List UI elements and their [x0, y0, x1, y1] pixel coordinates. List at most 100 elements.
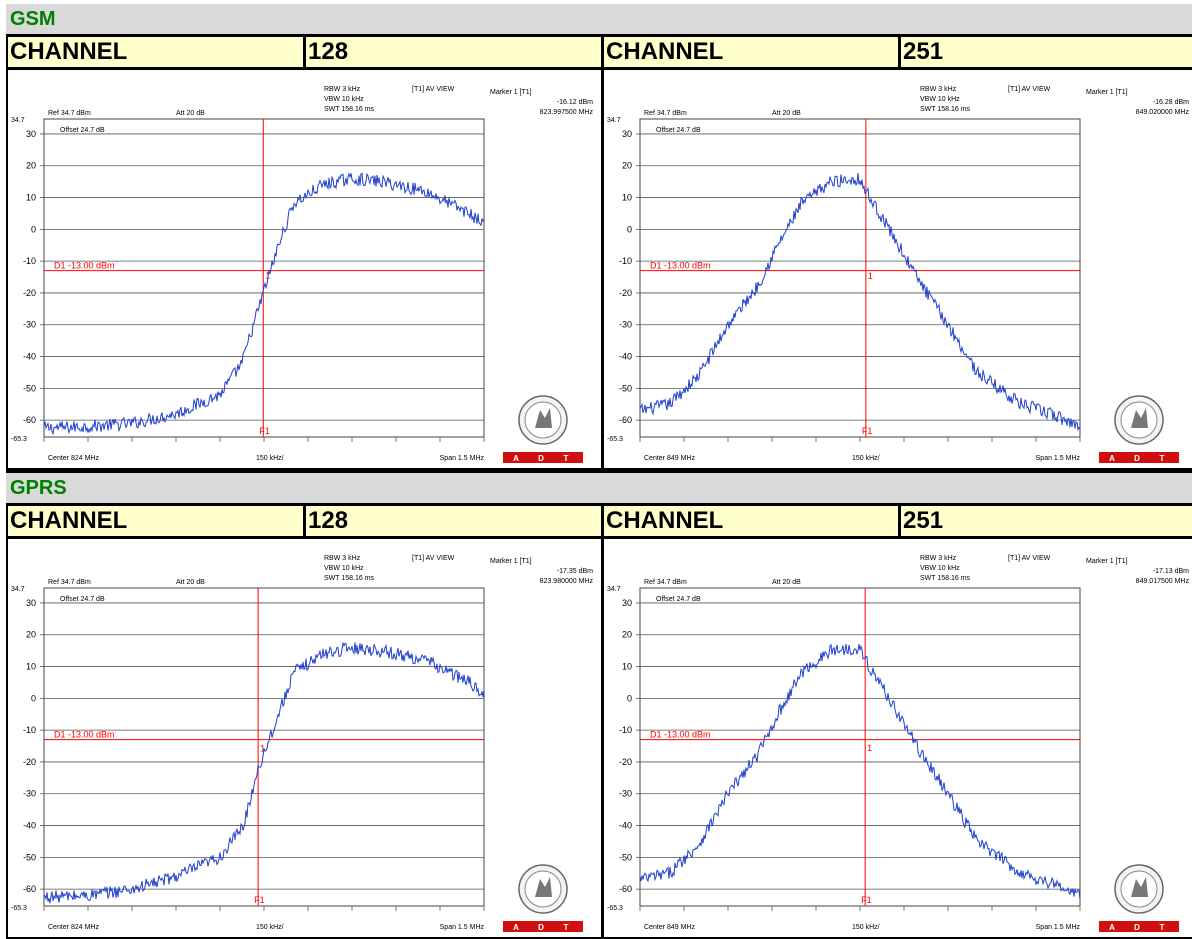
plot-frame [639, 587, 1081, 907]
marker-freq: 823.997500 MHz [540, 109, 594, 116]
adt-letter: T [564, 923, 569, 932]
span-label: Span 1.5 MHz [440, 924, 485, 931]
swt-label: SWT 158.16 ms [324, 106, 375, 113]
trace-line [43, 172, 485, 436]
section-title-gprs: GPRS [6, 473, 1192, 503]
channel-label-left: CHANNEL [8, 506, 303, 536]
ytick-label: 0 [627, 224, 632, 234]
seal-figure-icon [535, 408, 552, 428]
ytick-label: 10 [622, 193, 632, 203]
threshold-label: D1 -13.00 dBm [650, 261, 711, 271]
ytick-label: 30 [622, 598, 632, 608]
adt-letter: D [1134, 454, 1140, 463]
adt-badge [1099, 452, 1179, 463]
span-label: Span 1.5 MHz [1036, 455, 1081, 462]
ytick-label: -10 [23, 256, 36, 266]
ytick-label: 20 [622, 630, 632, 640]
threshold-label: D1 -13.00 dBm [54, 730, 115, 740]
adt-letter: D [1134, 923, 1140, 932]
channel-value-right: 251 [901, 506, 1192, 536]
ytick-label: -60 [23, 415, 36, 425]
rbw-label: RBW 3 kHz [324, 555, 361, 562]
adt-letter: D [538, 923, 544, 932]
section-title-gsm: GSM [6, 4, 1192, 34]
marker-freq: 823.980000 MHz [540, 578, 594, 585]
channel-value-left: 128 [306, 37, 601, 67]
adt-letter: A [1109, 923, 1115, 932]
ytick-label: -30 [23, 320, 36, 330]
ytick-label: -50 [619, 383, 632, 393]
vbw-label: VBW 10 kHz [920, 565, 960, 572]
adt-badge [503, 921, 583, 932]
div-label: 150 kHz/ [852, 455, 880, 462]
ytick-label: -20 [619, 288, 632, 298]
adt-badge [503, 452, 583, 463]
span-label: Span 1.5 MHz [1036, 924, 1081, 931]
bottom-value: -65.3 [11, 436, 27, 443]
center-label: Center 849 MHz [644, 455, 695, 462]
ref-label: Ref 34.7 dBm [644, 579, 687, 586]
marker-level: -16.12 dBm [557, 99, 593, 106]
rbw-label: RBW 3 kHz [324, 86, 361, 93]
plot-frame [639, 118, 1081, 438]
marker-title: Marker 1 [T1] [490, 89, 532, 96]
marker-freq: 849.017500 MHz [1136, 578, 1190, 585]
view-label: [T1] AV VIEW [412, 555, 455, 562]
spectrum-svg: RBW 3 kHz VBW 10 kHz SWT 158.16 ms [T1] AV … [607, 555, 1190, 932]
plot-gsm-128: RBW 3 kHz VBW 10 kHz SWT 158.16 ms [T1] AV … [8, 70, 601, 468]
bottom-value: -65.3 [607, 436, 623, 443]
plot-frame [43, 118, 485, 438]
ytick-label: 20 [622, 161, 632, 171]
ytick-label: -50 [23, 852, 36, 862]
att-label: Att 20 dB [772, 110, 801, 117]
spectrum-svg: RBW 3 kHz VBW 10 kHz SWT 158.16 ms [T1] AV … [607, 86, 1190, 463]
adt-letter: A [513, 923, 519, 932]
swt-label: SWT 158.16 ms [920, 575, 971, 582]
marker-title: Marker 1 [T1] [490, 558, 532, 565]
ytick-label: -30 [619, 320, 632, 330]
ytick-label: -40 [619, 821, 632, 831]
ytick-label: -30 [23, 789, 36, 799]
att-label: Att 20 dB [176, 579, 205, 586]
f1-label: F1 [254, 895, 265, 905]
ytick-label: -40 [23, 352, 36, 362]
adt-letter: T [1160, 923, 1165, 932]
channel-value-left: 128 [306, 506, 601, 536]
adt-letter: T [1160, 454, 1165, 463]
vbw-label: VBW 10 kHz [324, 565, 364, 572]
ytick-label: -50 [23, 383, 36, 393]
ytick-label: 20 [26, 630, 36, 640]
f1-label: F1 [862, 426, 873, 436]
plot-gprs-251: RBW 3 kHz VBW 10 kHz SWT 158.16 ms [T1] AV … [604, 539, 1192, 937]
rbw-label: RBW 3 kHz [920, 555, 957, 562]
threshold-label: D1 -13.00 dBm [54, 261, 115, 271]
span-label: Span 1.5 MHz [440, 455, 485, 462]
threshold-label: D1 -13.00 dBm [650, 730, 711, 740]
spectrum-svg: RBW 3 kHz VBW 10 kHz SWT 158.16 ms [T1] AV … [11, 86, 594, 463]
trace-line [639, 643, 1081, 900]
top-value: 34.7 [607, 117, 621, 124]
center-label: Center 824 MHz [48, 455, 99, 462]
offset-label: Offset 24.7 dB [656, 596, 701, 603]
f1-label: F1 [861, 895, 872, 905]
marker-freq: 849.020000 MHz [1136, 109, 1190, 116]
ytick-label: -10 [619, 725, 632, 735]
marker-number: 1 [260, 744, 265, 754]
ytick-label: -20 [619, 757, 632, 767]
ytick-label: -60 [619, 415, 632, 425]
bottom-value: -65.3 [607, 905, 623, 912]
ytick-label: -40 [619, 352, 632, 362]
plot-gsm-251: RBW 3 kHz VBW 10 kHz SWT 158.16 ms [T1] AV … [604, 70, 1192, 468]
ytick-label: -30 [619, 789, 632, 799]
channel-label-right: CHANNEL [604, 506, 898, 536]
adt-letter: T [564, 454, 569, 463]
f1-label: F1 [259, 426, 270, 436]
ytick-label: 10 [26, 662, 36, 672]
offset-label: Offset 24.7 dB [60, 596, 105, 603]
trace-line [639, 173, 1081, 432]
ytick-label: -60 [23, 884, 36, 894]
trace-line [43, 641, 485, 904]
adt-badge [1099, 921, 1179, 932]
ytick-label: 30 [26, 598, 36, 608]
center-label: Center 849 MHz [644, 924, 695, 931]
